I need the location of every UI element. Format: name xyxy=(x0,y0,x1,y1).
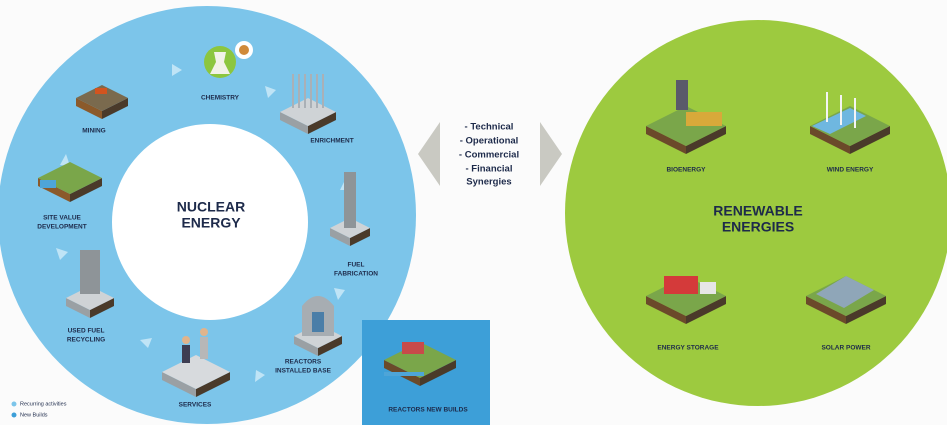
icon-part xyxy=(200,328,208,336)
icon-part xyxy=(686,296,726,324)
icon-part xyxy=(102,98,128,119)
activity-label: SERVICES xyxy=(179,402,212,409)
icon-part xyxy=(200,337,208,359)
synergy-item: - Operational xyxy=(460,136,519,147)
renewable-title: ENERGIES xyxy=(722,219,794,235)
icon-part xyxy=(810,106,890,146)
icon-part xyxy=(806,296,846,324)
icon-part xyxy=(646,126,686,154)
icons xyxy=(38,41,890,397)
icon-part xyxy=(316,74,318,108)
synergy-item: - Financial xyxy=(466,164,513,175)
synergy-item: Synergies xyxy=(466,177,511,188)
icon-part xyxy=(280,112,308,134)
icon-part xyxy=(700,282,716,294)
icon-part xyxy=(40,180,56,188)
activity-label: FUEL xyxy=(348,262,365,269)
icon-part xyxy=(298,74,300,108)
icon-part xyxy=(384,372,424,376)
icon-part xyxy=(182,336,190,344)
renewable-label: SOLAR POWER xyxy=(821,345,870,352)
activity-label: DEVELOPMENT xyxy=(37,224,87,231)
activity-label: USED FUEL xyxy=(68,328,105,335)
icon-part xyxy=(854,98,856,128)
icon-part xyxy=(676,80,688,110)
icon-part xyxy=(686,112,722,126)
activity-label: RECYCLING xyxy=(67,337,105,344)
icon-part xyxy=(350,228,370,246)
activity-label: INSTALLED BASE xyxy=(275,368,332,375)
icon-part xyxy=(810,126,850,154)
renewable-label: BIOENERGY xyxy=(666,167,706,174)
legend-label: Recurring activities xyxy=(20,401,67,407)
icon-part xyxy=(846,296,886,324)
icon-part xyxy=(308,112,336,134)
activity-label: CHEMISTRY xyxy=(201,95,240,102)
icon-part xyxy=(318,336,342,356)
legend-dot xyxy=(11,412,17,418)
icon-part xyxy=(210,52,230,74)
activity-label: REACTORS xyxy=(285,359,322,366)
icon-part xyxy=(292,74,294,108)
icon-part xyxy=(812,108,866,134)
activity-label: ENRICHMENT xyxy=(310,138,353,145)
icon-part xyxy=(304,74,306,108)
arrow-right xyxy=(540,122,562,186)
icon-part xyxy=(90,298,114,318)
synergy-item: - Technical xyxy=(465,122,514,133)
nuclear-title: ENERGY xyxy=(181,215,241,231)
icon-part xyxy=(826,92,828,122)
icon-part xyxy=(76,98,102,119)
icon-part xyxy=(70,178,102,202)
synergy-item: - Commercial xyxy=(459,150,519,161)
legend-label: New Builds xyxy=(20,412,48,418)
icon-part xyxy=(294,336,318,356)
icon-part xyxy=(646,296,686,324)
renewable-label: WIND ENERGY xyxy=(827,167,874,174)
renewable-title: RENEWABLE xyxy=(713,203,802,219)
renewable-label: ENERGY STORAGE xyxy=(657,345,719,352)
icon-part xyxy=(66,286,114,310)
icon-part xyxy=(664,276,698,294)
icon-part xyxy=(816,276,874,308)
arrow-left xyxy=(418,122,440,186)
icon-part xyxy=(80,250,100,294)
activity-label: SITE VALUE xyxy=(43,215,81,222)
icon-part xyxy=(330,228,350,246)
icon-part xyxy=(162,372,196,397)
icon-part xyxy=(322,74,324,108)
icon-part xyxy=(196,372,230,397)
icon-part xyxy=(310,74,312,108)
icon-part xyxy=(95,88,107,94)
activity-label: MINING xyxy=(82,128,105,135)
icon-part xyxy=(162,355,230,389)
icon-part xyxy=(840,95,842,125)
new-builds-label: REACTORS NEW BUILDS xyxy=(388,407,468,414)
icon-part xyxy=(182,345,190,363)
icon-part xyxy=(850,126,890,154)
icon-part xyxy=(686,126,726,154)
activity-label: FABRICATION xyxy=(334,271,378,278)
icon-part xyxy=(76,85,128,111)
icon-part xyxy=(239,45,249,55)
icon-part xyxy=(402,342,424,354)
icon-part xyxy=(344,172,356,228)
icon-part xyxy=(420,360,456,386)
nuclear-center xyxy=(112,124,308,320)
legend-dot xyxy=(11,401,17,407)
nuclear-title: NUCLEAR xyxy=(177,199,245,215)
icon-part xyxy=(312,312,324,332)
icon-part xyxy=(66,298,90,318)
